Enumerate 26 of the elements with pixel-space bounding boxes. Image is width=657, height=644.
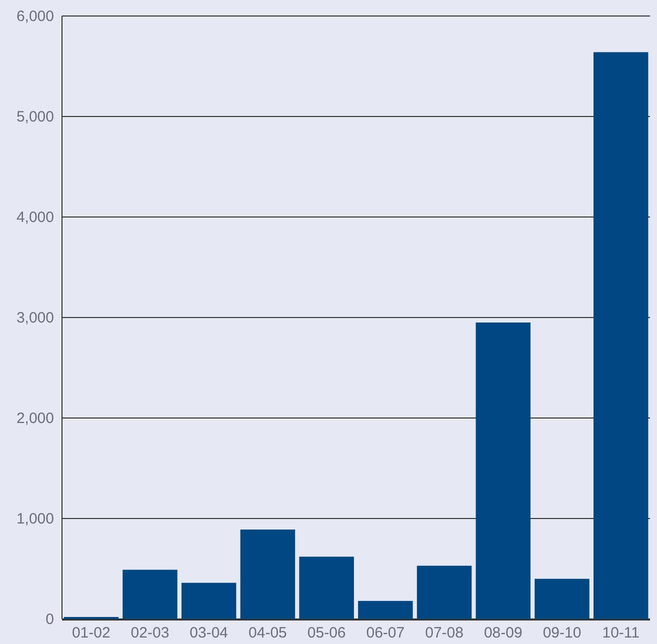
bar [593, 52, 648, 619]
y-tick-label: 5,000 [16, 108, 54, 126]
x-tick-label: 08-09 [484, 624, 522, 642]
x-tick-label: 06-07 [366, 624, 405, 642]
x-tick-label: 02-03 [130, 624, 170, 642]
y-tick-label: 0 [46, 610, 54, 628]
bar [122, 570, 178, 619]
bar [181, 582, 236, 619]
x-tick-label: 09-10 [542, 624, 582, 642]
y-tick-label: 6,000 [16, 8, 54, 25]
y-tick-label: 2,000 [16, 410, 54, 427]
x-tick-label: 05-06 [307, 624, 346, 642]
y-tick-label: 4,000 [16, 208, 54, 226]
bar [240, 530, 296, 619]
bar [299, 556, 354, 619]
bar [416, 566, 472, 619]
x-tick-label: 03-04 [190, 624, 228, 642]
x-tick-label: 10-11 [602, 624, 640, 642]
bar [534, 578, 590, 619]
x-tick-label: 07-08 [425, 624, 464, 642]
y-tick-label: 3,000 [16, 309, 54, 326]
bar [358, 600, 413, 619]
x-tick-label: 01-02 [72, 624, 110, 642]
y-tick-label: 1,000 [16, 510, 54, 528]
x-tick-label: 04-05 [248, 624, 287, 642]
bar [476, 322, 531, 619]
